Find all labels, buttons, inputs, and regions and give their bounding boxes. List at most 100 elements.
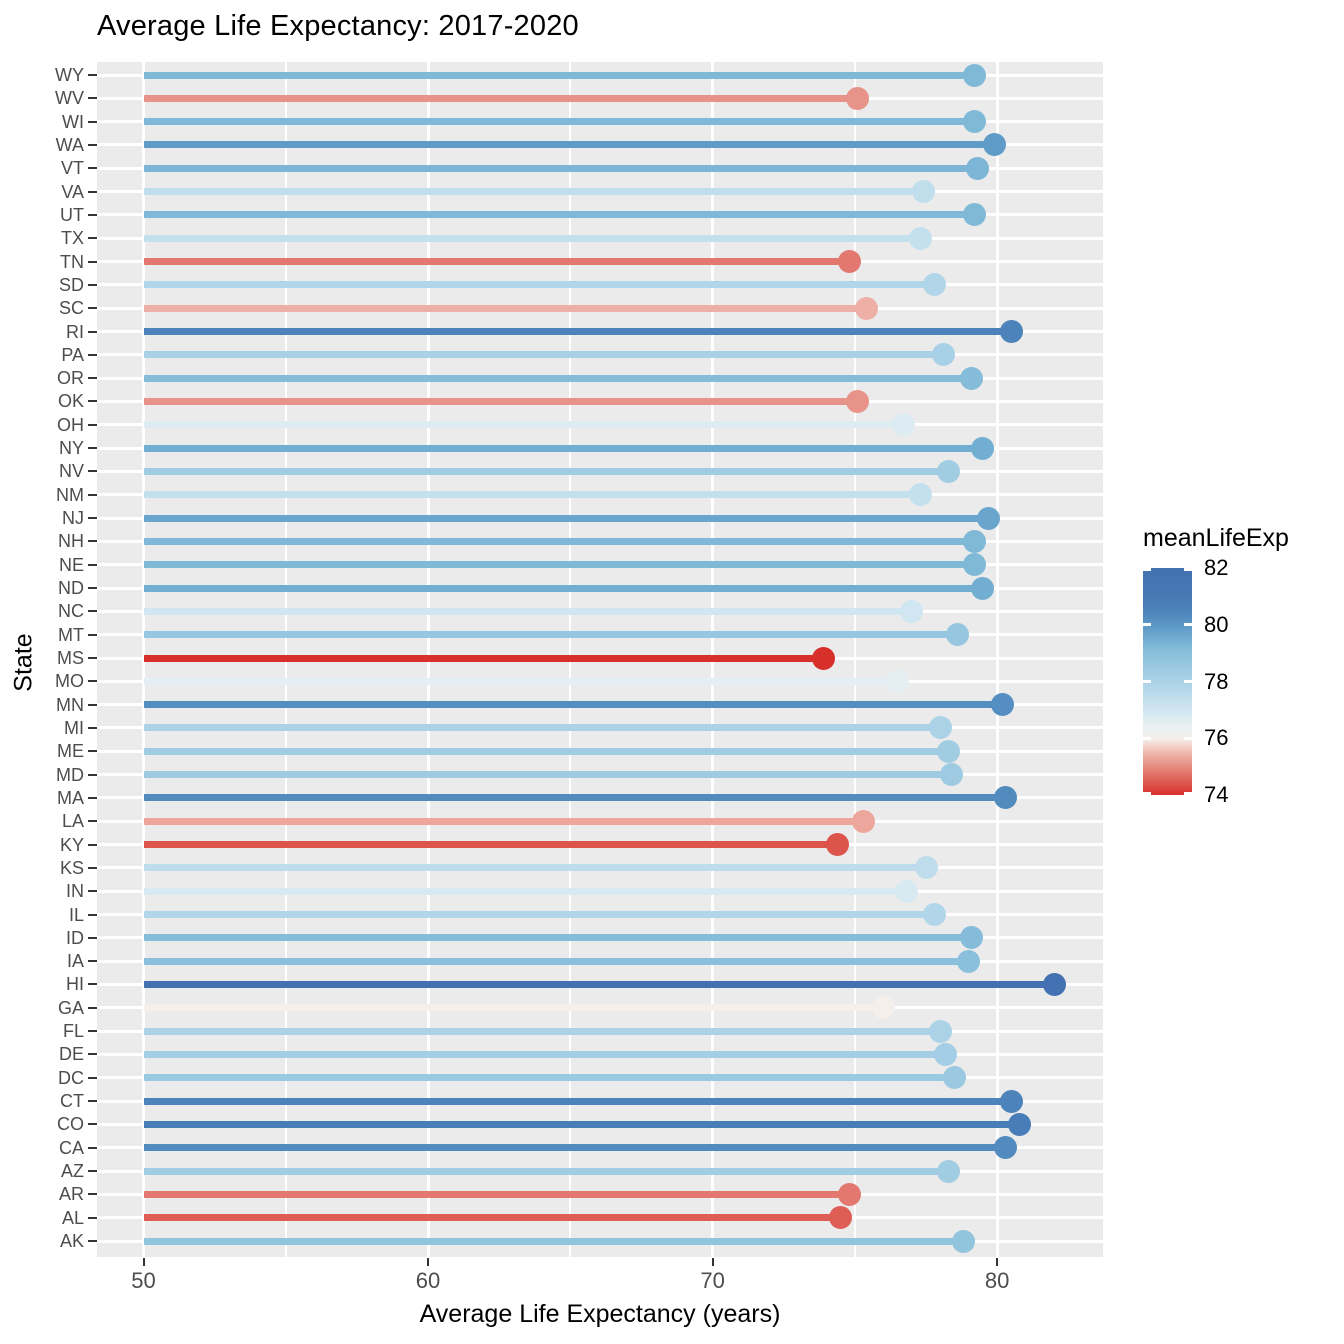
lollipop-dot-AK <box>951 1229 975 1253</box>
y-tick-mark <box>88 866 97 869</box>
lollipop-dot-LA <box>851 809 875 833</box>
y-tick-mark <box>88 750 97 753</box>
lollipop-line-MA <box>143 794 1006 802</box>
y-tick-mark <box>88 983 97 986</box>
lollipop-line-MI <box>143 724 941 732</box>
y-label-AL: AL <box>61 1207 84 1228</box>
lollipop-line-NY <box>143 444 983 452</box>
lollipop-dot-NC <box>900 599 924 623</box>
lollipop-dot-CO <box>1008 1112 1032 1136</box>
x-tick-mark <box>427 1258 430 1266</box>
lollipop-dot-OH <box>891 413 915 437</box>
lollipop-dot-WY <box>962 63 986 87</box>
y-label-PA: PA <box>61 344 84 365</box>
lollipop-line-AZ <box>143 1167 949 1175</box>
lollipop-line-UT <box>143 211 975 219</box>
x-label-50: 50 <box>131 1268 156 1293</box>
legend-title: meanLifeExp <box>1143 524 1289 552</box>
plot-panel <box>97 62 1103 1257</box>
y-tick-mark <box>88 260 97 263</box>
legend-label-78: 78 <box>1204 668 1229 694</box>
y-label-NY: NY <box>58 438 84 459</box>
y-label-MS: MS <box>57 648 84 668</box>
lollipop-line-TN <box>143 258 850 266</box>
lollipop-line-GA <box>143 1004 884 1012</box>
lollipop-line-CO <box>143 1120 1020 1128</box>
legend-tick-mark <box>1143 680 1151 683</box>
lollipop-line-MT <box>143 631 958 639</box>
legend-tick-mark <box>1143 623 1151 627</box>
x-label-60: 60 <box>415 1268 441 1293</box>
y-tick-mark <box>88 657 97 659</box>
y-label-AK: AK <box>59 1231 84 1251</box>
lollipop-line-NC <box>143 607 912 615</box>
y-label-SC: SC <box>58 298 84 319</box>
y-label-IL: IL <box>68 904 84 925</box>
lollipop-line-NH <box>143 537 975 545</box>
lollipop-dot-VA <box>911 180 935 204</box>
y-label-AR: AR <box>58 1184 84 1205</box>
legend-tick-mark <box>1184 792 1192 795</box>
y-tick-mark <box>88 936 97 939</box>
lollipop-line-KY <box>143 841 838 849</box>
lollipop-line-CT <box>143 1097 1012 1105</box>
legend-tick-mark <box>1184 680 1192 683</box>
lollipop-dot-AL <box>829 1206 853 1230</box>
lollipop-line-HI <box>143 980 1055 988</box>
y-label-MT: MT <box>58 624 84 645</box>
legend-gradient-bar <box>1143 568 1192 795</box>
lollipop-dot-IN <box>894 879 918 903</box>
lollipop-dot-NM <box>908 483 932 507</box>
lollipop-dot-ID <box>960 926 984 950</box>
x-axis-title: Average Life Expectancy (years) <box>419 1300 781 1328</box>
lollipop-dot-ME <box>937 739 961 763</box>
lollipop-line-AR <box>143 1190 850 1198</box>
legend-tick-mark <box>1184 623 1192 627</box>
lollipop-dot-MN <box>991 693 1015 717</box>
lollipop-line-SC <box>143 304 867 312</box>
y-tick-mark <box>88 330 97 333</box>
y-label-KY: KY <box>59 834 84 855</box>
y-tick-mark <box>88 703 97 706</box>
y-label-DE: DE <box>58 1044 84 1065</box>
lollipop-line-IN <box>143 887 907 895</box>
lollipop-line-NV <box>143 467 949 475</box>
y-label-KS: KS <box>59 857 84 878</box>
lollipop-line-MO <box>143 677 898 685</box>
y-label-MN: MN <box>56 694 84 715</box>
y-tick-mark <box>88 726 97 729</box>
legend-tick-mark <box>1184 568 1192 571</box>
y-tick-mark <box>88 237 97 240</box>
lollipop-line-ND <box>143 584 983 592</box>
y-tick-mark <box>88 353 97 356</box>
lollipop-line-SD <box>143 281 935 289</box>
y-tick-mark <box>88 1123 97 1126</box>
lollipop-line-DC <box>143 1074 955 1082</box>
y-label-VA: VA <box>61 181 84 202</box>
y-label-ME: ME <box>57 741 84 762</box>
y-tick-mark <box>88 587 97 590</box>
lollipop-dot-TN <box>837 250 861 274</box>
lollipop-dot-MO <box>886 669 910 693</box>
y-tick-mark <box>88 167 97 170</box>
y-tick-mark <box>88 563 97 566</box>
y-tick-mark <box>88 190 97 193</box>
y-tick-mark <box>88 1170 97 1173</box>
lollipop-dot-TX <box>908 226 932 250</box>
lollipop-dot-NJ <box>977 506 1001 530</box>
y-tick-mark <box>88 517 97 520</box>
lollipop-dot-WA <box>982 133 1006 157</box>
y-label-OK: OK <box>57 391 84 412</box>
lollipop-line-WA <box>143 141 995 149</box>
lollipop-line-OH <box>143 421 904 429</box>
y-label-IA: IA <box>66 951 84 972</box>
y-tick-mark <box>88 447 97 450</box>
y-tick-mark <box>88 1100 97 1103</box>
y-tick-mark <box>88 796 97 799</box>
lollipop-dot-DE <box>934 1042 958 1066</box>
legend-label-76: 76 <box>1204 725 1229 751</box>
y-label-NV: NV <box>58 461 84 482</box>
lollipop-dot-WI <box>962 110 986 134</box>
grid-major-x <box>995 62 999 1257</box>
